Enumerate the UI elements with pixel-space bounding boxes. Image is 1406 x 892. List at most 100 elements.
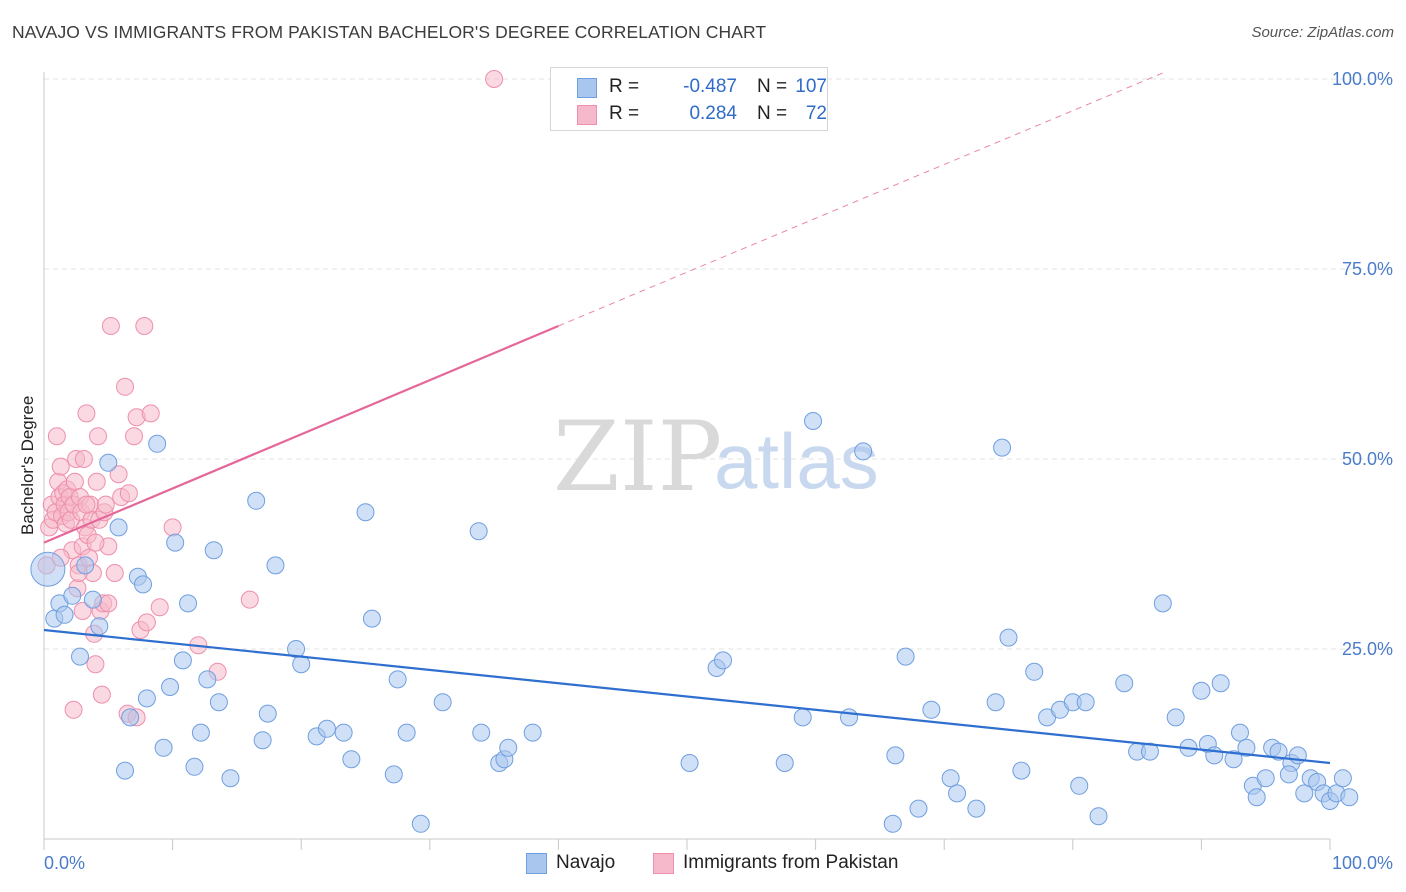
navajo-point [499,738,518,757]
navajo-point [185,757,204,776]
navajo-point [55,605,74,624]
y-tick-label: 75.0% [1342,259,1393,279]
navajo-point [179,594,198,613]
pakistan-point [47,427,66,446]
navajo-point [334,723,353,742]
navajo-point [247,491,266,510]
navajo-point [1333,769,1352,788]
navajo-point [71,647,90,666]
navajo-point [1256,769,1275,788]
bottom-legend-label-pakistan: Immigrants from Pakistan [683,852,899,873]
navajo-point [680,754,699,772]
gridlines [44,78,1394,650]
navajo-point [388,670,407,689]
pakistan-point [485,70,504,88]
bottom-legend-swatch-pakistan [653,853,674,874]
pakistan-point [73,602,92,620]
navajo-point [967,799,986,818]
pakistan-trend-line [43,324,559,544]
pakistan-point [163,518,182,537]
navajo-point [1089,807,1108,826]
navajo-point [134,575,153,594]
watermark-zip: ZIP [553,401,722,513]
legend-r-value-pakistan: 0.284 [689,103,737,124]
navajo-point [1012,761,1031,780]
navajo-point [342,750,361,769]
navajo-point [896,647,915,666]
navajo-point [472,723,491,742]
navajo-point [1340,788,1359,807]
pakistan-point [105,564,124,582]
navajo-point [99,453,118,472]
legend-swatch-navajo [577,78,597,98]
navajo-point [191,723,210,742]
pakistan-point [77,495,96,514]
pakistan-point [101,317,120,335]
trend-lines [43,71,1331,765]
legend-swatch-pakistan [577,105,597,125]
x-tick-label: 0.0% [44,853,85,873]
pakistan-point [99,594,118,613]
y-tick-label: 25.0% [1342,639,1393,659]
bottom-legend-swatch-navajo [526,853,547,874]
navajo-point [116,761,135,780]
pakistan-point [86,533,105,552]
navajo-point [266,556,285,575]
navajo-point [109,518,128,537]
navajo-point [1237,738,1256,757]
navajo-points [30,412,1359,833]
navajo-point [993,438,1012,457]
navajo-point [258,704,277,723]
navajo-point [90,617,109,636]
navajo-point [1269,742,1288,761]
watermark-atlas: atlas [714,417,879,505]
navajo-point [166,533,185,552]
navajo-point [1153,594,1172,613]
legend-n-value-navajo: 107 [795,76,827,97]
pakistan-point [109,465,128,484]
navajo-point [362,609,381,628]
navajo-point [523,723,542,742]
pakistan-point [92,685,111,704]
source-label: Source: ZipAtlas.com [1251,24,1394,41]
tick-labels: 25.0% 50.0% 75.0% 100.0% 0.0% 100.0% [44,69,1393,873]
navajo-point [221,769,240,788]
navajo-point [922,700,941,719]
pakistan-point [65,472,84,491]
navajo-point [204,541,223,560]
legend-r-value-navajo: -0.487 [683,76,737,97]
legend-n-label: N = [757,103,788,124]
navajo-point [433,693,452,712]
navajo-point [137,689,156,708]
navajo-point [1279,765,1298,784]
navajo-point [83,590,102,609]
legend-n-value-pakistan: 72 [805,103,827,124]
navajo-point [317,719,336,738]
navajo-point [804,412,823,430]
navajo-point [883,814,902,833]
navajo-point [161,678,180,696]
navajo-point [854,442,873,461]
navajo-point [1295,784,1314,803]
navajo-point [941,769,960,788]
navajo-point [1211,674,1230,693]
pakistan-point [64,700,83,719]
navajo-point [1140,742,1159,761]
navajo-point [1076,693,1095,712]
pakistan-point [86,655,105,674]
navajo-point [714,651,733,670]
pakistan-point [77,404,96,423]
y-tick-label: 100.0% [1332,69,1393,89]
navajo-point [397,723,416,742]
navajo-point [1230,723,1249,742]
navajo-point [198,670,217,689]
navajo-point [1166,708,1185,727]
navajo-point [1025,662,1044,681]
pakistan-point [96,495,115,514]
pakistan-point [135,317,154,335]
navajo-point [411,814,430,833]
navajo-point [30,551,66,587]
x-tick-label: 100.0% [1332,853,1393,873]
pakistan-point [240,590,259,609]
